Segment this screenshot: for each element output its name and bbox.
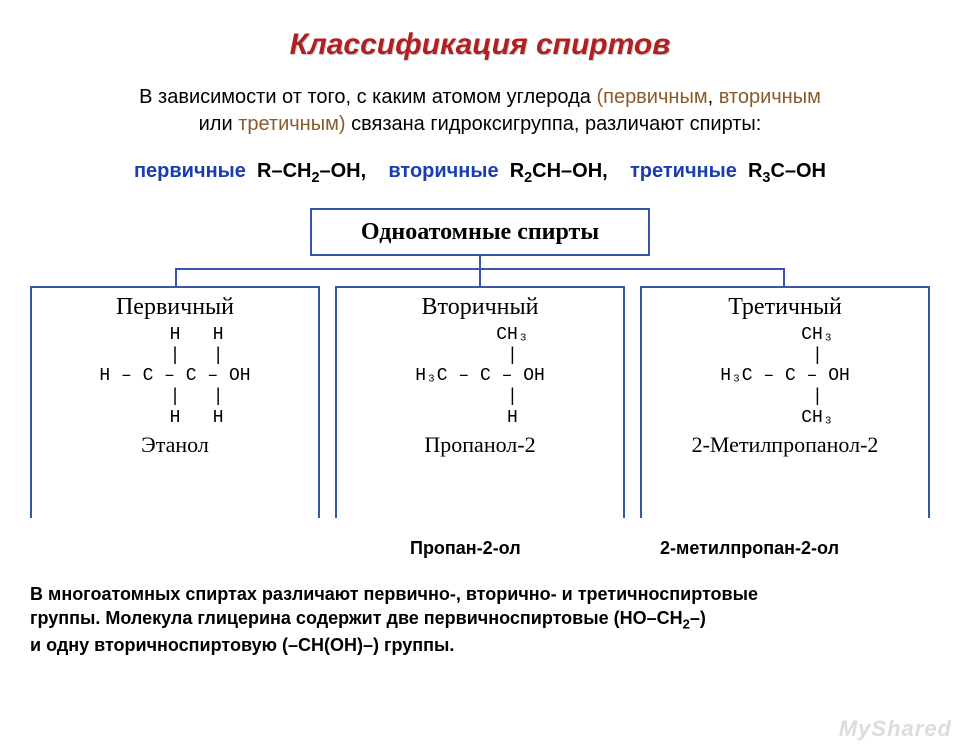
sublabel-2: Пропан-2-ол xyxy=(410,538,521,559)
branch-tertiary: Третичный CH₃ | H₃C – C – OH | CH₃ 2-Мет… xyxy=(640,286,930,518)
connector xyxy=(175,268,177,286)
footer-text: В многоатомных спиртах различают первичн… xyxy=(30,582,930,658)
footer-l2a: группы. Молекула глицерина содержит две … xyxy=(30,608,683,628)
footer-l3: и одну вторичноспиртовую (–CH(OH)–) груп… xyxy=(30,635,454,655)
f2a: R xyxy=(510,160,524,182)
gap xyxy=(366,160,388,182)
intro-paren-close: ) xyxy=(339,113,346,135)
formula-1: R–CH2–OH, xyxy=(257,160,366,182)
footer-l1: В многоатомных спиртах различают первичн… xyxy=(30,584,758,604)
intro-sep1: , xyxy=(708,86,719,108)
branch-title: Вторичный xyxy=(422,294,539,321)
gap xyxy=(246,160,257,182)
intro-h1: первичным xyxy=(603,86,707,108)
f1b: –OH, xyxy=(319,160,366,182)
intro-pre: В зависимости от того, с каким атомом уг… xyxy=(139,86,596,108)
gap xyxy=(499,160,510,182)
sublabel-3: 2-метилпропан-2-ол xyxy=(660,538,839,559)
formula-row: первичные R–CH2–OH, вторичные R2CH–OH, т… xyxy=(0,160,960,186)
footer-l2b: –) xyxy=(690,608,706,628)
formula-label-1: первичные xyxy=(134,160,246,182)
intro-text: В зависимости от того, с каким атомом уг… xyxy=(30,84,930,138)
intro-line2-pre: или xyxy=(199,113,239,135)
gap xyxy=(608,160,630,182)
formula-label-3: третичные xyxy=(630,160,737,182)
formula-label-2: вторичные xyxy=(388,160,498,182)
intro-h3: третичным xyxy=(238,113,339,135)
f1a: R–CH xyxy=(257,160,311,182)
branch-title: Третичный xyxy=(728,294,842,321)
sublabels-row: Пропан-2-ол 2-метилпропан-2-ол xyxy=(30,538,930,566)
branch-secondary: Вторичный CH₃ | H₃C – C – OH | H Пропано… xyxy=(335,286,625,518)
branch-primary: Первичный H H | | H – C – C – OH | | H H… xyxy=(30,286,320,518)
formula-3: R3C–OH xyxy=(748,160,826,182)
diagram-root: Одноатомные спирты xyxy=(310,208,650,256)
f3a: R xyxy=(748,160,762,182)
molecule-name: Пропанол-2 xyxy=(424,432,535,458)
molecule-name: Этанол xyxy=(141,432,209,458)
molecule-structure: CH₃ | H₃C – C – OH | H xyxy=(415,325,545,428)
page-title: Классификация спиртов xyxy=(0,28,960,62)
gap xyxy=(737,160,748,182)
molecule-structure: H H | | H – C – C – OH | | H H xyxy=(99,325,250,428)
f3b: C–OH xyxy=(770,160,826,182)
intro-h2: вторичным xyxy=(719,86,821,108)
connector xyxy=(479,268,481,286)
branch-title: Первичный xyxy=(116,294,234,321)
molecule-structure: CH₃ | H₃C – C – OH | CH₃ xyxy=(720,325,850,428)
diagram: Одноатомные спирты Первичный H H | | H –… xyxy=(30,208,930,538)
f2b: CH–OH, xyxy=(532,160,608,182)
formula-2: R2CH–OH, xyxy=(510,160,608,182)
molecule-name: 2-Метилпропанол-2 xyxy=(692,432,879,458)
connector xyxy=(479,256,481,268)
intro-post: связана гидроксигруппа, различают спирты… xyxy=(346,113,762,135)
connector xyxy=(783,268,785,286)
